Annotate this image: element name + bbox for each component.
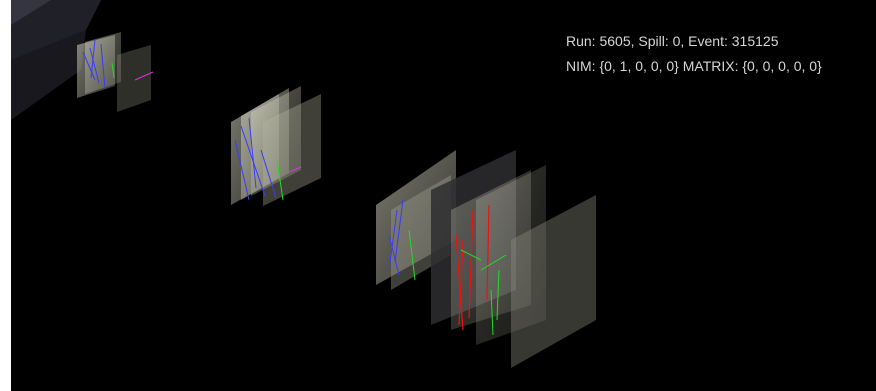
upper-left-magnet-block xyxy=(11,0,101,120)
event-run-info: Run: 5605, Spill: 0, Event: 315125 xyxy=(566,33,779,49)
detector-station-2 xyxy=(231,86,321,206)
detector-3d-scene[interactable] xyxy=(11,0,876,391)
trigger-info: NIM: {0, 1, 0, 0, 0} MATRIX: {0, 0, 0, 0… xyxy=(566,58,822,74)
event-display-viewport[interactable]: Run: 5605, Spill: 0, Event: 315125 NIM: … xyxy=(11,0,876,391)
detector-station-3 xyxy=(376,150,596,368)
detector-station-1 xyxy=(77,32,154,112)
